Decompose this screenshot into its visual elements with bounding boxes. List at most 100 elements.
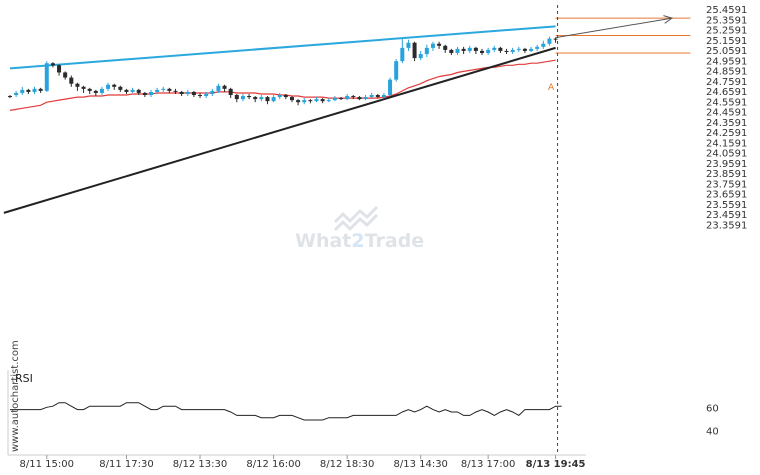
candle-body: [363, 97, 368, 100]
price-tick-label: 23.4591: [706, 210, 747, 221]
candle-body: [142, 92, 147, 96]
candle-body: [375, 95, 380, 98]
candle-body: [351, 96, 356, 98]
candle-body: [222, 85, 227, 89]
price-tick-label: 23.5591: [706, 200, 747, 211]
candle-body: [69, 77, 74, 84]
candle-body: [541, 43, 546, 47]
candle-body: [253, 97, 258, 100]
rsi-line: [10, 402, 562, 421]
rsi-panel: [10, 402, 562, 421]
candle-body: [148, 91, 153, 96]
rsi-tick-label: 40: [706, 426, 719, 437]
candle-body: [155, 89, 160, 92]
candle-body: [81, 86, 86, 89]
candle-body: [339, 98, 344, 100]
point-a-label: A: [548, 83, 555, 93]
candle-body: [14, 92, 19, 96]
price-tick-label: 24.0591: [706, 149, 747, 160]
candle-body: [283, 95, 288, 98]
candle-body: [198, 95, 203, 97]
projection-line: [555, 17, 673, 39]
candle-body: [412, 42, 417, 59]
candle-body: [173, 90, 178, 92]
rsi-tick-label: 60: [706, 403, 719, 414]
candle-body: [57, 65, 62, 73]
candle-body: [302, 100, 307, 103]
rsi-axis: 60 40: [706, 403, 719, 437]
time-tick-label: 8/13 17:00: [461, 459, 515, 470]
price-tick-label: 24.5591: [706, 97, 747, 108]
candle-body: [216, 85, 221, 91]
candle-body: [99, 88, 104, 93]
price-tick-label: 23.3591: [706, 220, 747, 231]
candle-body: [357, 97, 362, 100]
price-tick-label: 24.1591: [706, 138, 747, 149]
price-tick-label: 24.6591: [706, 87, 747, 98]
candle-body: [93, 90, 98, 93]
candle-body: [522, 48, 527, 51]
rsi-label: RSI: [15, 372, 33, 385]
candle-body: [424, 47, 429, 55]
candle-body: [455, 48, 460, 53]
candle-body: [308, 100, 313, 102]
chart-logo-icon: [333, 205, 379, 232]
candle-body: [240, 96, 245, 100]
candle-body: [510, 49, 515, 52]
candle-body: [210, 90, 215, 94]
candle-body: [106, 84, 111, 89]
moving-average-line: [9, 59, 556, 111]
candle-body: [461, 48, 466, 51]
price-tick-label: 24.4591: [706, 108, 747, 119]
candle-body: [406, 42, 411, 48]
candle-body: [161, 88, 166, 90]
time-tick-label: 8/13 14:30: [393, 459, 447, 470]
candle-body: [44, 63, 49, 91]
candle-body: [345, 96, 350, 100]
time-tick-label: 8/12 18:30: [320, 459, 374, 470]
price-tick-label: 24.9591: [706, 56, 747, 67]
time-tick-label: 8/13 19:45: [526, 459, 586, 470]
time-tick-label: 8/11 15:00: [20, 459, 74, 470]
candle-body: [124, 89, 129, 92]
time-tick-label: 8/12 13:30: [173, 459, 227, 470]
candle-body: [26, 89, 31, 92]
price-tick-label: 25.0591: [706, 46, 747, 57]
candle-body: [314, 99, 319, 102]
candle-body: [118, 86, 123, 90]
candle-body: [332, 98, 337, 101]
candle-body: [326, 100, 331, 102]
side-watermark-text: www.autochartist.com: [10, 340, 21, 452]
candle-body: [381, 95, 386, 98]
candle-body: [504, 50, 509, 52]
candle-body: [265, 97, 270, 102]
price-tick-label: 23.8591: [706, 169, 747, 180]
candle-body: [87, 88, 92, 91]
candle-body: [185, 91, 190, 94]
candle-body: [467, 47, 472, 51]
candle-body: [492, 47, 497, 50]
candle-body: [369, 95, 374, 98]
candle-body: [394, 61, 399, 80]
candle-body: [75, 83, 80, 87]
candle-body: [289, 97, 294, 101]
resistance-trendline: [9, 25, 556, 70]
candle-body: [320, 99, 325, 102]
candle-body: [449, 49, 454, 53]
price-tick-label: 25.1591: [706, 36, 747, 47]
candle-body: [443, 45, 448, 50]
price-tick-label: 23.7591: [706, 179, 747, 190]
candle-body: [486, 49, 491, 53]
candle-body: [247, 96, 252, 98]
candle-body: [38, 88, 43, 91]
candle-body: [50, 63, 55, 66]
price-tick-label: 24.2591: [706, 128, 747, 139]
price-tick-label: 24.3591: [706, 118, 747, 129]
price-tick-label: 25.3591: [706, 15, 747, 26]
price-tick-label: 24.7591: [706, 77, 747, 88]
time-tick-label: 8/11 17:30: [99, 459, 153, 470]
time-axis: 8/11 15:00 8/11 17:30 8/12 13:30 8/12 16:00…: [8, 454, 586, 470]
candle-body: [296, 100, 301, 103]
plot-area: [3, 5, 691, 455]
candle-body: [547, 38, 552, 44]
